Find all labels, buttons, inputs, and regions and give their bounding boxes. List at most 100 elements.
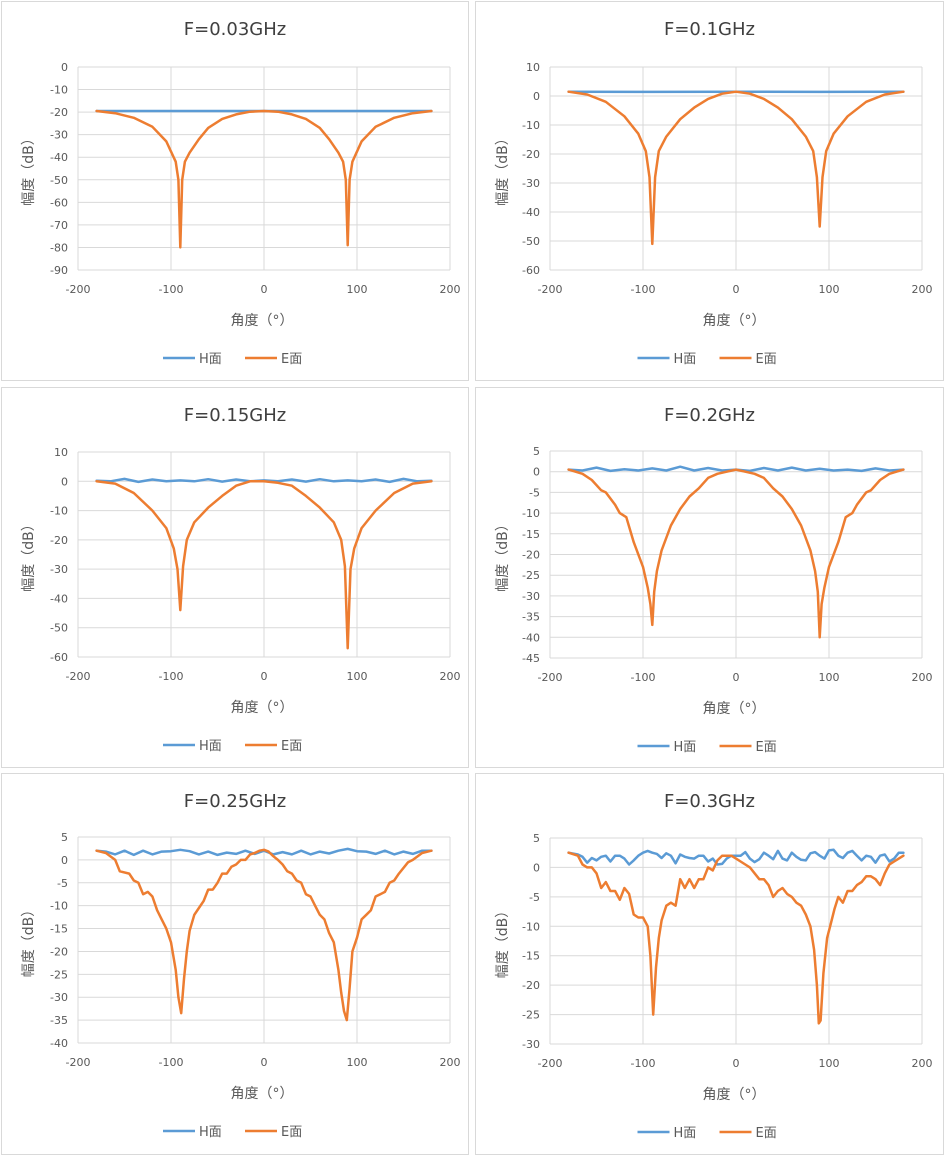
- y-tick-label: -30: [50, 563, 68, 576]
- y-tick-label: -25: [522, 1009, 540, 1022]
- y-tick-label: -60: [50, 196, 68, 209]
- legend-label: E面: [756, 1126, 777, 1141]
- chart-svg: F=0.03GHz 0 -10 -20 -30 -40 -50 -60 -70 -80 -90 -20…: [21, 19, 461, 367]
- y-tick-label: -30: [522, 1038, 540, 1051]
- chart-panel: F=0.3GHz 5 0 -5 -10 -15 -20 -25 -30 -200 -100 0 100 2…: [475, 773, 944, 1155]
- y-tick-label: 0: [61, 854, 68, 867]
- y-axis-label: 幅度（dB）: [495, 517, 511, 592]
- y-tick-label: 0: [61, 475, 68, 488]
- legend-label: E面: [281, 1125, 302, 1140]
- y-tick-label: -25: [50, 968, 68, 981]
- x-tick-label: -100: [159, 670, 184, 683]
- x-tick-label: 200: [912, 283, 933, 296]
- legend-label: H面: [199, 1125, 222, 1140]
- x-axis-label: 角度（°）: [231, 700, 294, 716]
- chart-svg: F=0.25GHz 5 0 -5 -10 -15 -20 -25 -30 -35 -40 -200 -1…: [21, 791, 461, 1140]
- x-tick-label: 100: [347, 670, 368, 683]
- y-tick-label: -60: [50, 651, 68, 664]
- series-e-line: [567, 851, 905, 1025]
- legend-label: H面: [674, 352, 697, 367]
- legend-label: E面: [281, 739, 302, 754]
- x-tick-label: 0: [733, 283, 740, 296]
- x-tick-label: 0: [261, 283, 268, 296]
- y-tick-label: -20: [50, 945, 68, 958]
- y-tick-label: -30: [522, 590, 540, 603]
- chart-title: F=0.3GHz: [664, 791, 755, 812]
- y-tick-label: -50: [50, 622, 68, 635]
- chart-panel: F=0.1GHz 10 0 -10 -20 -30 -40 -50 -60 -200 -100 0 10…: [475, 1, 944, 381]
- y-tick-label: 5: [533, 445, 540, 458]
- y-axis-label: 幅度（dB）: [495, 131, 511, 206]
- chart-title: F=0.15GHz: [184, 405, 286, 426]
- y-tick-label: -20: [522, 549, 540, 562]
- y-tick-label: 0: [533, 90, 540, 103]
- x-tick-label: 100: [819, 283, 840, 296]
- x-tick-label: 0: [733, 671, 740, 684]
- chart-title: F=0.25GHz: [184, 791, 286, 812]
- y-tick-label: -15: [522, 950, 540, 963]
- y-tick-label: -20: [50, 534, 68, 547]
- y-tick-label: 0: [533, 466, 540, 479]
- y-tick-label: -15: [522, 528, 540, 541]
- x-tick-label: -200: [538, 671, 563, 684]
- y-tick-label: -35: [522, 611, 540, 624]
- x-axis-label: 角度（°）: [231, 1086, 294, 1102]
- series-e-line: [567, 468, 905, 639]
- y-tick-label: 0: [533, 861, 540, 874]
- x-tick-label: -100: [631, 1057, 656, 1070]
- legend-label: E面: [756, 740, 777, 755]
- x-tick-label: 0: [261, 1056, 268, 1069]
- legend-label: E面: [281, 352, 302, 367]
- legend-label: E面: [756, 352, 777, 367]
- y-tick-label: -5: [57, 877, 68, 890]
- legend-label: H面: [674, 740, 697, 755]
- y-tick-label: -30: [50, 129, 68, 142]
- x-tick-label: 0: [261, 670, 268, 683]
- y-tick-label: -15: [50, 923, 68, 936]
- x-axis-label: 角度（°）: [231, 313, 294, 329]
- y-tick-label: -5: [529, 891, 540, 904]
- x-tick-label: 0: [733, 1057, 740, 1070]
- x-tick-label: 200: [440, 1056, 461, 1069]
- y-tick-label: 5: [533, 832, 540, 845]
- y-tick-label: -5: [529, 486, 540, 499]
- y-tick-label: -10: [522, 507, 540, 520]
- y-tick-label: -30: [522, 177, 540, 190]
- x-tick-label: 200: [912, 1057, 933, 1070]
- x-tick-label: 200: [440, 670, 461, 683]
- y-tick-label: 5: [61, 831, 68, 844]
- y-tick-label: -10: [522, 920, 540, 933]
- chart-svg: F=0.2GHz 5 0 -5 -10 -15 -20 -25 -30 -35 -40 -45 -200…: [495, 405, 933, 755]
- legend-label: H面: [199, 739, 222, 754]
- y-tick-label: -40: [50, 151, 68, 164]
- x-tick-label: 100: [819, 1057, 840, 1070]
- y-tick-label: -50: [522, 235, 540, 248]
- chart-svg: F=0.3GHz 5 0 -5 -10 -15 -20 -25 -30 -200 -100 0 100 2…: [495, 791, 933, 1141]
- chart-title: F=0.1GHz: [664, 19, 755, 40]
- y-tick-label: 10: [54, 446, 68, 459]
- y-tick-label: -35: [50, 1014, 68, 1027]
- y-axis-label: 幅度（dB）: [21, 131, 37, 206]
- chart-panel: F=0.15GHz 10 0 -10 -20 -30 -40 -50 -60 -200 -100 0 1…: [1, 387, 469, 768]
- series-e-line: [95, 109, 433, 249]
- y-tick-label: -40: [522, 206, 540, 219]
- y-tick-label: -90: [50, 264, 68, 277]
- x-tick-label: -200: [66, 670, 91, 683]
- x-tick-label: -200: [538, 283, 563, 296]
- y-tick-label: -70: [50, 219, 68, 232]
- y-tick-label: -50: [50, 174, 68, 187]
- legend-label: H面: [674, 1126, 697, 1141]
- series-h-line: [567, 848, 905, 866]
- x-tick-label: -200: [538, 1057, 563, 1070]
- y-tick-label: -10: [50, 84, 68, 97]
- series-e-line: [95, 848, 433, 1022]
- x-tick-label: 200: [912, 671, 933, 684]
- x-tick-label: -200: [66, 283, 91, 296]
- series-e-line: [567, 90, 905, 246]
- x-tick-label: 100: [347, 283, 368, 296]
- chart-panel: F=0.03GHz 0 -10 -20 -30 -40 -50 -60 -70 -80 -90 -20…: [1, 1, 469, 381]
- x-tick-label: 100: [819, 671, 840, 684]
- y-tick-label: -80: [50, 241, 68, 254]
- chart-title: F=0.2GHz: [664, 405, 755, 426]
